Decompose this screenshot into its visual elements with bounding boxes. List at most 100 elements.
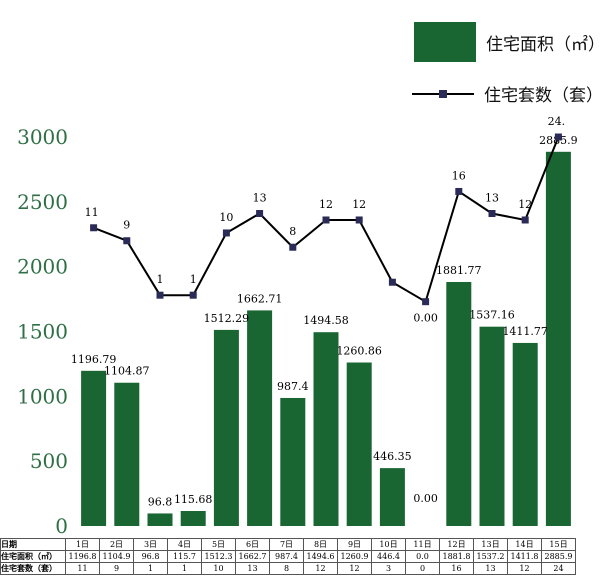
table-cell: 1881.8 [439,550,474,563]
bar-label: 96.8 [148,495,173,508]
line-label: 10 [219,211,233,224]
table-cell: 15日 [541,538,576,551]
table-cell: 12 [507,562,542,575]
table-cell: 12 [337,562,372,575]
line-label: 12 [319,198,333,211]
bar-label: 115.68 [174,493,213,506]
y-tick-label: 500 [30,449,68,473]
table-cell: 16 [439,562,474,575]
line-marker [388,278,396,286]
line-marker [488,210,496,218]
line-label: 1 [157,273,164,286]
table-cell: 13 [235,562,270,575]
line-label: 9 [123,219,130,232]
table-cell: 2日 [99,538,134,551]
line-marker [355,216,363,224]
bar-label: 1662.71 [237,292,283,305]
line-marker [123,237,131,245]
table-cell: 12日 [439,538,474,551]
line-marker [222,229,230,237]
table-cell: 1260.9 [337,550,372,563]
table-cell: 14日 [507,538,542,551]
table-row-head: 住宅套数（套） [0,562,66,575]
line-marker [90,224,98,232]
bar [346,362,372,526]
table-row: 日期 1日 2日 3日 4日 5日 6日 7日 8日 9日 10日 11日 12日 13日 14日 15日 [0,538,576,551]
bar [213,329,239,526]
bar [81,370,107,526]
line-label: 12 [352,198,366,211]
y-tick-label: 0 [55,514,68,538]
data-table: 日期 1日 2日 3日 4日 5日 6日 7日 8日 9日 10日 11日 12日 13日 14日 15日 住宅… [0,538,576,575]
table-cell: 2885.9 [541,550,576,563]
line-marker [289,243,297,251]
line-marker [422,298,430,306]
line-label: 1 [190,273,197,286]
line-marker [189,291,197,299]
line-marker [256,210,264,218]
table-cell: 24 [541,562,576,575]
legend-line-swatch [412,87,474,101]
table-cell: 1662.7 [235,550,270,563]
table-cell: 1 [133,562,168,575]
line-label: 8 [289,225,296,238]
bar-label: 987.4 [277,380,309,393]
bar [180,511,206,526]
y-axis: 0 500 1000 1500 2000 2500 3000 [17,125,68,538]
bar [512,342,538,526]
table-cell: 8日 [303,538,338,551]
table-cell: 1512.3 [201,550,236,563]
bar [280,397,306,526]
bar [247,310,273,526]
bar-label: 1411.77 [502,325,548,338]
line-marker [521,216,529,224]
table-cell: 10 [201,562,236,575]
table-cell: 7日 [269,538,304,551]
table-cell: 1196.8 [65,550,100,563]
bar-label: 1104.87 [104,365,150,378]
table-cell: 446.4 [371,550,406,563]
table-row: 住宅套数（套） 11 9 1 1 10 13 8 12 12 3 0 16 13 12 24 [0,562,576,575]
table-cell: 5日 [201,538,236,551]
bar-label: 1260.86 [336,345,382,358]
bar-label: 1494.58 [303,314,349,327]
table-cell: 9日 [337,538,372,551]
line-marker [322,216,330,224]
table-cell: 9 [99,562,134,575]
table-cell: 10日 [371,538,406,551]
line-label: 11 [85,206,99,219]
table-cell: 1 [167,562,202,575]
bars [81,151,571,526]
table-cell: 0.0 [405,550,440,563]
line-marker [554,133,562,141]
table-cell: 12 [303,562,338,575]
line-label: 16 [452,169,466,182]
table-cell: 13 [473,562,508,575]
bar-label: 446.35 [373,450,412,463]
line-series [90,133,562,306]
table-cell: 1日 [65,538,100,551]
bar-label: 1881.77 [436,264,482,277]
bar-label: 1537.16 [469,309,515,322]
table-cell: 6日 [235,538,270,551]
line-label: 24. [548,115,566,128]
legend-bar-label: 住宅面积（㎡） [486,34,605,55]
table-row-head: 日期 [0,538,66,551]
bar-label: 1512.29 [204,312,250,325]
bar [147,513,173,526]
line-label: 0.00 [413,312,438,325]
legend-bar: 住宅面积（㎡） [414,22,605,62]
y-tick-label: 1000 [17,384,68,408]
bar [479,326,505,526]
table-cell: 1537.2 [473,550,508,563]
y-tick-label: 2500 [17,190,68,214]
line-label: 12 [518,198,532,211]
line-marker [156,291,164,299]
table-cell: 1104.9 [99,550,134,563]
y-tick-label: 3000 [17,125,68,149]
table-cell: 3日 [133,538,168,551]
bar [114,382,140,526]
table-cell: 115.7 [167,550,202,563]
